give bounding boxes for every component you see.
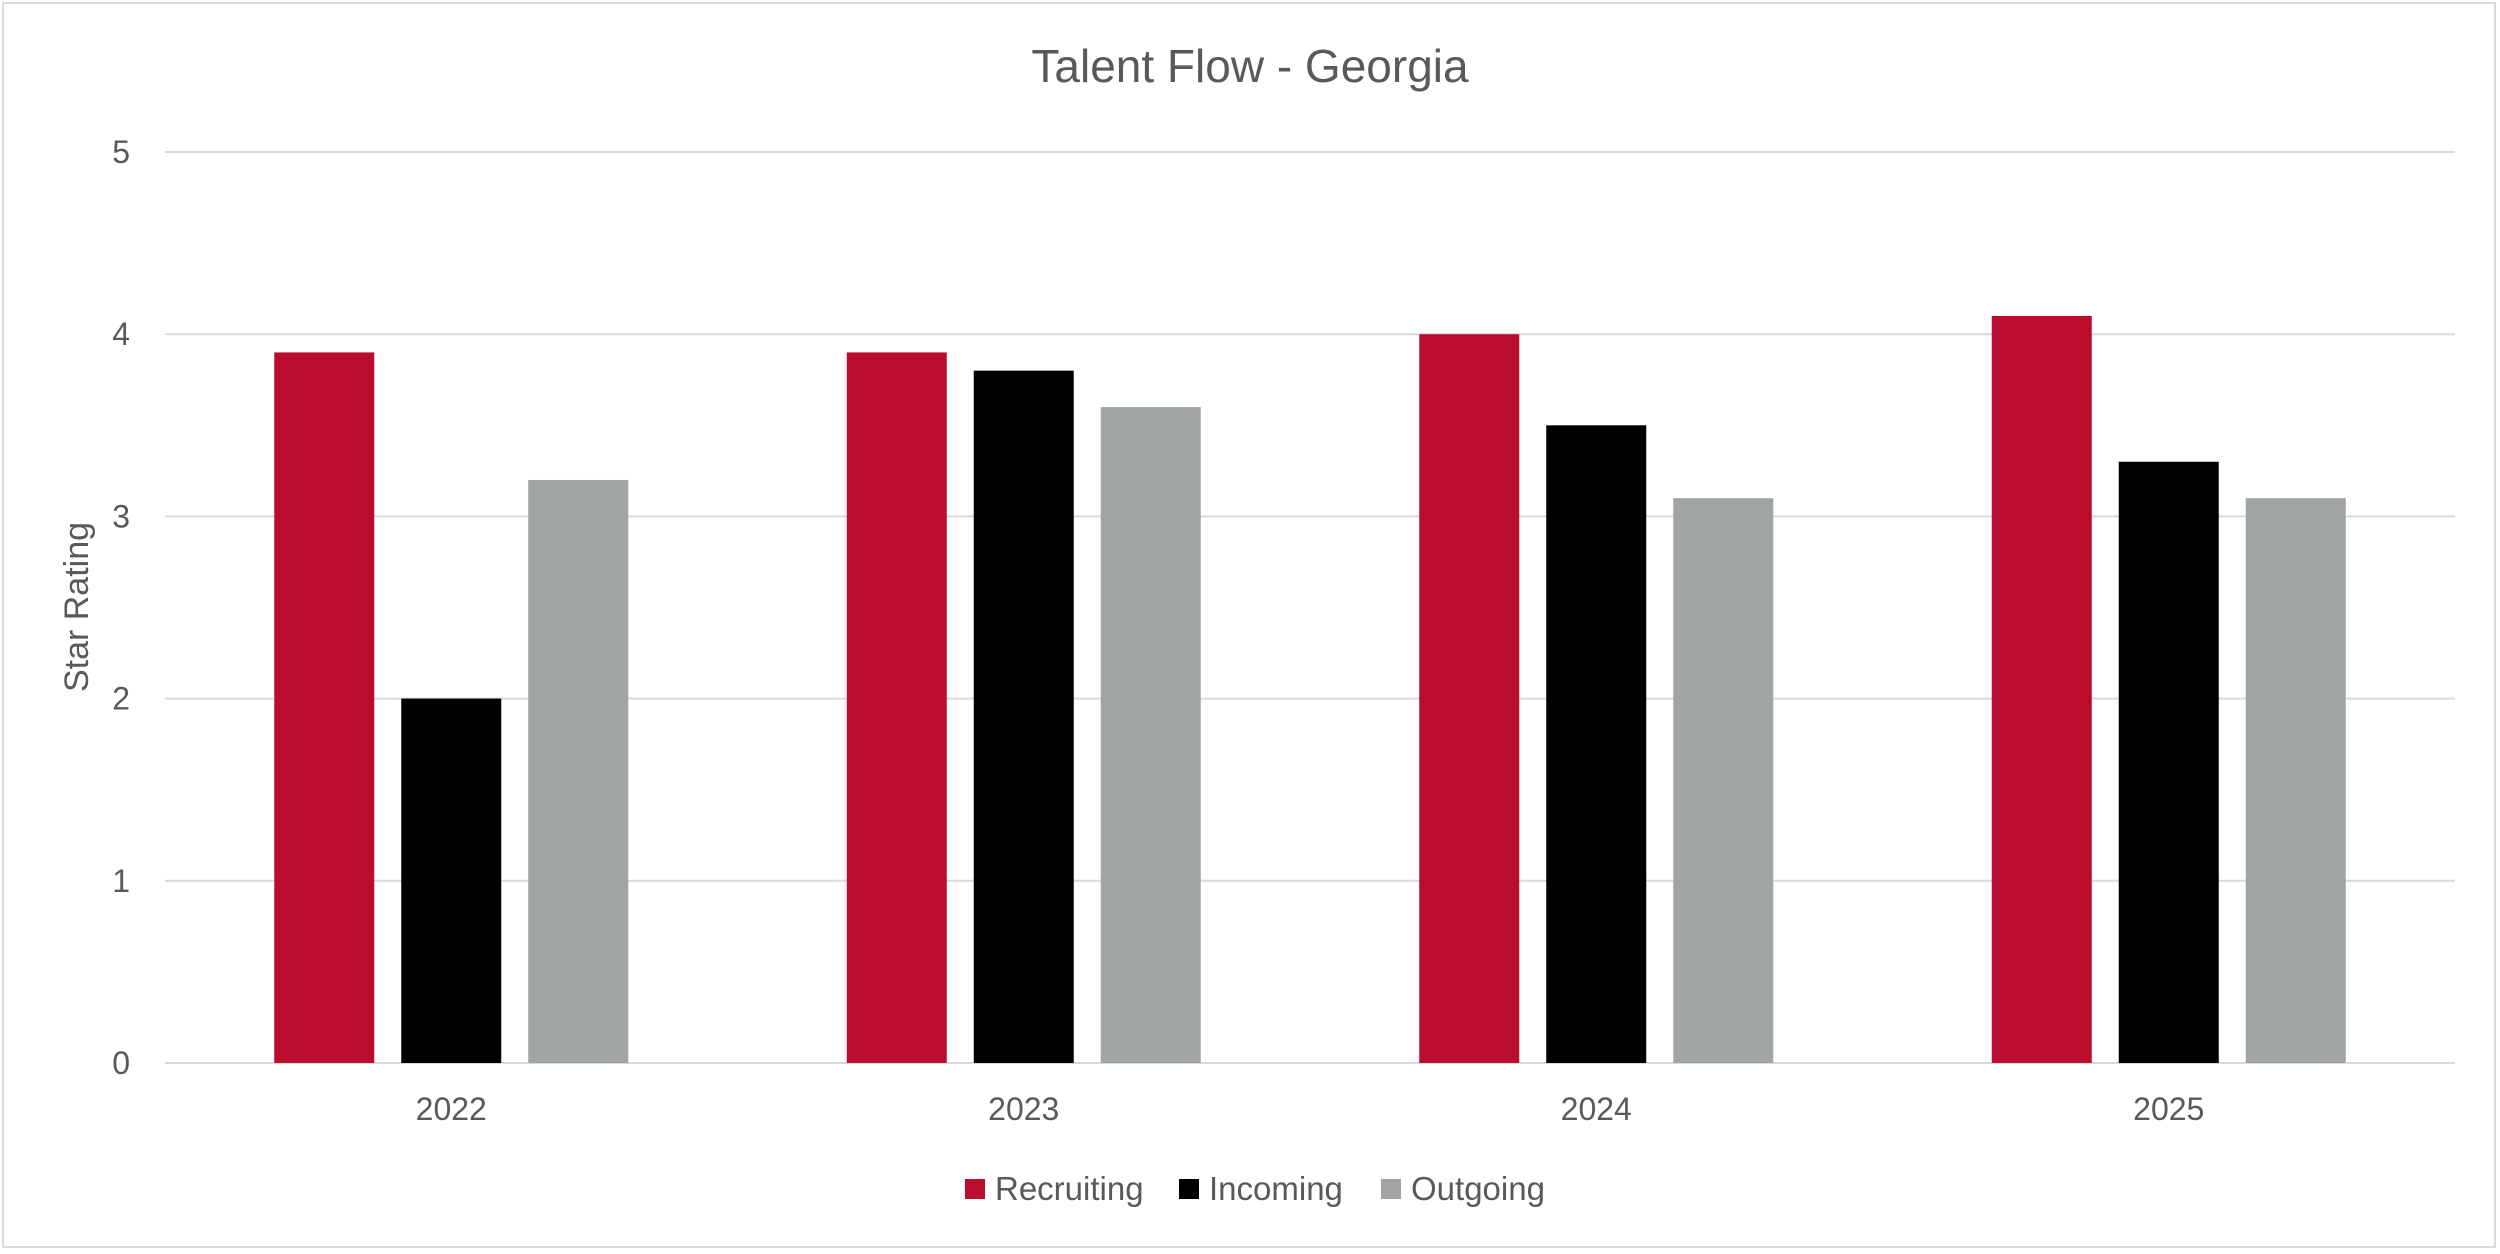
y-tick-label: 5 (112, 134, 130, 170)
gridlines (165, 152, 2455, 1063)
bar-incoming-2022 (401, 699, 501, 1063)
legend-label-outgoing: Outgoing (1411, 1170, 1545, 1207)
x-tick-label: 2023 (988, 1091, 1059, 1127)
bar-incoming-2024 (1546, 425, 1646, 1063)
x-tick-label: 2022 (416, 1091, 487, 1127)
bar-outgoing-2022 (528, 480, 628, 1063)
y-axis-label: Star Rating (58, 522, 96, 692)
legend-label-incoming: Incoming (1209, 1170, 1343, 1207)
bar-outgoing-2024 (1673, 498, 1773, 1063)
y-tick-label: 1 (112, 863, 130, 899)
x-tick-label: 2025 (2133, 1091, 2204, 1127)
x-axis-ticks: 2022 2023 2024 2025 (416, 1091, 2205, 1127)
y-tick-label: 0 (112, 1045, 130, 1081)
legend-swatch-incoming (1179, 1179, 1199, 1199)
y-tick-label: 3 (112, 498, 130, 534)
bar-outgoing-2023 (1101, 407, 1201, 1063)
bar-recruiting-2025 (1992, 316, 2092, 1063)
bar-incoming-2023 (974, 371, 1074, 1063)
bars (274, 316, 2346, 1063)
y-tick-label: 4 (112, 316, 130, 352)
bar-recruiting-2024 (1419, 334, 1519, 1063)
chart-title: Talent Flow - Georgia (1031, 40, 1469, 92)
y-axis-ticks: 0 1 2 3 4 5 (112, 134, 130, 1081)
x-tick-label: 2024 (1561, 1091, 1632, 1127)
legend-swatch-recruiting (965, 1179, 985, 1199)
bar-incoming-2025 (2119, 462, 2219, 1063)
bar-recruiting-2023 (847, 352, 947, 1063)
legend: Recruiting Incoming Outgoing (965, 1170, 1545, 1207)
y-tick-label: 2 (112, 681, 130, 717)
legend-label-recruiting: Recruiting (995, 1170, 1144, 1207)
legend-swatch-outgoing (1381, 1179, 1401, 1199)
bar-outgoing-2025 (2246, 498, 2346, 1063)
bar-recruiting-2022 (274, 352, 374, 1063)
